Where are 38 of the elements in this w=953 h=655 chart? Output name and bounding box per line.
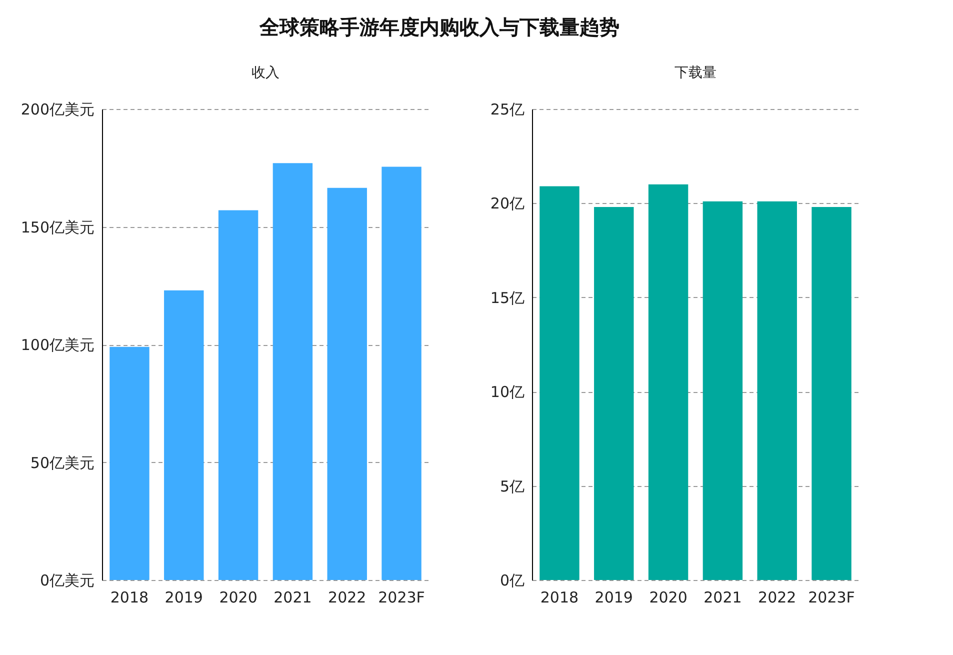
x-tick-label: 2021 xyxy=(274,588,312,606)
chart-subtitle: 收入 xyxy=(252,65,280,81)
y-tick-label: 50亿美元 xyxy=(30,454,94,472)
y-tick-label: 15亿 xyxy=(490,288,524,307)
x-tick-label: 2022 xyxy=(758,588,796,606)
x-tick-label: 2020 xyxy=(219,588,258,606)
chart-title: 全球策略手游年度内购收入与下载量趋势 xyxy=(258,15,620,39)
y-tick-label: 0亿美元 xyxy=(40,572,94,590)
y-tick-label: 0亿 xyxy=(500,572,524,590)
bar xyxy=(164,290,204,580)
y-tick-label: 150亿美元 xyxy=(20,218,94,236)
x-tick-label: 2022 xyxy=(328,588,366,606)
y-tick-label: 100亿美元 xyxy=(20,336,94,354)
y-tick-label: 5亿 xyxy=(500,477,524,496)
bar xyxy=(272,163,313,580)
bar xyxy=(594,206,634,580)
bar xyxy=(327,188,367,580)
y-tick-label: 200亿美元 xyxy=(20,100,94,118)
bar xyxy=(110,346,150,580)
x-tick-label: 2023F xyxy=(808,588,855,606)
x-tick-label: 2019 xyxy=(164,588,203,606)
bar xyxy=(812,206,852,580)
chart-subtitle: 下载量 xyxy=(674,65,716,81)
bar xyxy=(702,201,743,580)
bar xyxy=(382,166,422,580)
bar xyxy=(540,186,580,580)
y-tick-label: 20亿 xyxy=(490,194,524,213)
y-tick-label: 25亿 xyxy=(490,100,524,118)
x-tick-label: 2019 xyxy=(594,588,633,606)
bar xyxy=(648,184,688,580)
x-tick-label: 2021 xyxy=(704,588,742,606)
x-tick-label: 2023F xyxy=(378,588,425,606)
x-tick-label: 2020 xyxy=(649,588,688,606)
bar xyxy=(218,210,258,580)
x-tick-label: 2018 xyxy=(540,588,579,606)
y-tick-label: 10亿 xyxy=(490,383,524,402)
x-tick-label: 2018 xyxy=(110,588,149,606)
bar xyxy=(757,201,797,580)
